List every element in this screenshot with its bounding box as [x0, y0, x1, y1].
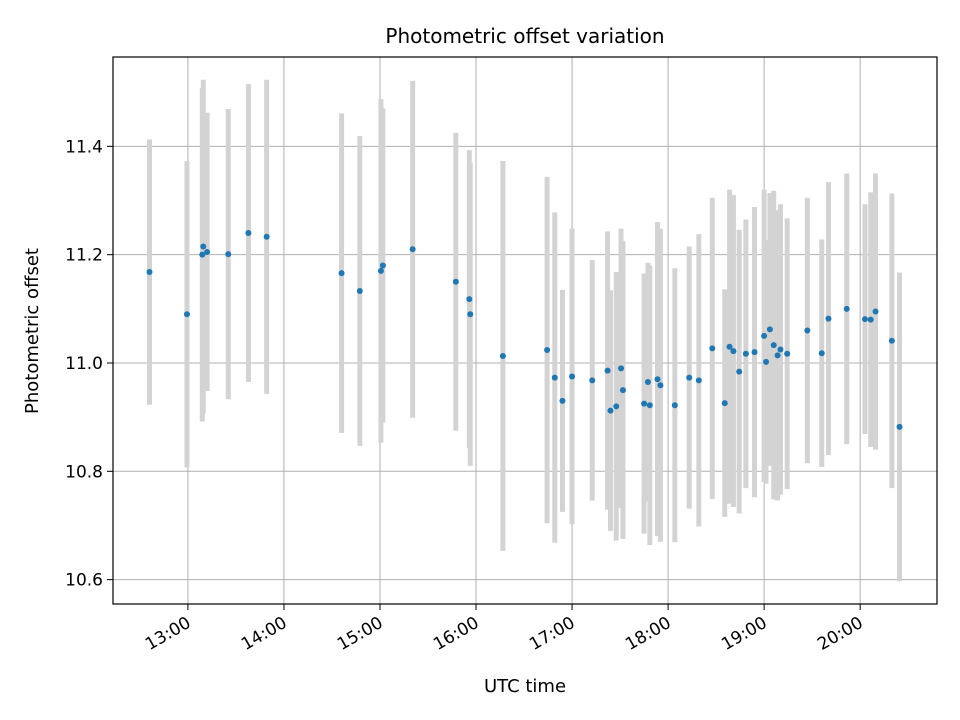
data-point — [736, 368, 743, 375]
data-point — [671, 402, 678, 409]
data-point — [784, 350, 791, 357]
data-point — [777, 346, 784, 353]
data-point — [569, 373, 576, 380]
data-point — [589, 377, 596, 384]
data-point — [607, 407, 614, 414]
data-point — [199, 251, 206, 258]
y-tick-label: 10.8 — [65, 462, 103, 482]
data-point — [709, 345, 716, 352]
data-point — [867, 316, 874, 323]
data-point — [726, 343, 733, 350]
data-point — [467, 311, 474, 318]
y-tick-label: 11.2 — [65, 246, 103, 266]
x-axis-label: UTC time — [484, 676, 566, 697]
data-point — [204, 248, 211, 255]
data-point — [559, 397, 566, 404]
data-point — [544, 346, 551, 353]
data-point — [686, 374, 693, 381]
plot-frame — [112, 56, 938, 605]
data-point — [888, 337, 895, 344]
data-point — [774, 352, 781, 359]
data-point — [825, 315, 832, 322]
data-point — [646, 402, 653, 409]
data-point — [654, 376, 661, 383]
data-point — [770, 342, 777, 349]
data-point — [657, 382, 664, 389]
data-point — [551, 374, 558, 381]
data-point — [466, 296, 473, 303]
data-point — [766, 326, 773, 333]
data-point — [742, 350, 749, 357]
data-point — [861, 316, 868, 323]
data-point — [721, 400, 728, 407]
data-point — [763, 358, 770, 365]
y-tick-label: 11.4 — [65, 137, 103, 157]
data-point — [818, 350, 825, 357]
data-point — [604, 367, 611, 374]
y-tick-label: 11.0 — [65, 354, 103, 374]
data-point — [843, 305, 850, 312]
data-point — [263, 233, 270, 240]
data-point — [730, 348, 737, 355]
data-point — [200, 243, 207, 250]
data-point — [183, 311, 190, 318]
y-axis-label: Photometric offset — [22, 248, 43, 414]
y-axis-ticks: 10.6 10.8 11.0 11.2 11.4 — [65, 137, 113, 591]
data-point — [338, 270, 345, 277]
data-point — [225, 251, 232, 258]
data-point — [619, 387, 626, 394]
data-point — [356, 287, 363, 294]
data-point — [409, 246, 416, 253]
data-point — [695, 377, 702, 384]
data-points — [146, 230, 903, 430]
data-point — [146, 269, 153, 276]
data-point — [452, 278, 459, 285]
data-point — [499, 352, 506, 359]
data-point — [751, 349, 758, 356]
data-point — [641, 400, 648, 407]
data-point — [613, 403, 620, 410]
data-point — [377, 267, 384, 274]
chart-title: Photometric offset variation — [385, 24, 664, 48]
data-point — [896, 423, 903, 430]
data-point — [804, 327, 811, 334]
data-point — [245, 230, 252, 237]
data-point — [761, 332, 768, 339]
data-point — [872, 308, 879, 315]
data-point — [618, 365, 625, 372]
y-tick-label: 10.6 — [65, 571, 103, 591]
data-point — [379, 262, 386, 269]
data-point — [644, 378, 651, 385]
